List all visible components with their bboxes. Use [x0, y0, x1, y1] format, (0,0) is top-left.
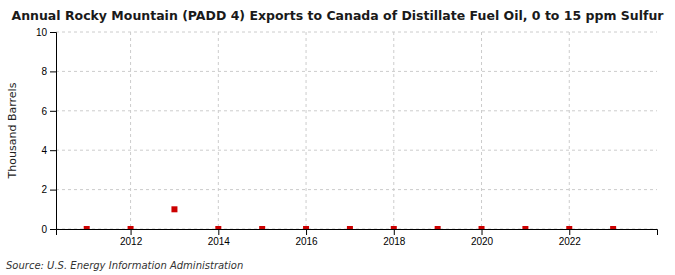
y-tick-label: 8 — [41, 66, 47, 77]
x-tick: 2022 — [559, 229, 582, 247]
y-tick: 8 — [41, 66, 56, 77]
x-tick-mark — [394, 229, 395, 235]
y-axis-line — [50, 33, 57, 230]
y-tick-label: 0 — [41, 224, 47, 235]
y-tick-mark — [50, 190, 56, 191]
y-tick-mark — [50, 71, 56, 72]
x-tick-mark — [482, 229, 483, 235]
x-tick-mark — [218, 229, 219, 235]
x-axis: 2012 2014 2016 2018 2020 2022 — [57, 229, 658, 247]
x-tick-mark — [569, 229, 570, 235]
chart: 2012 2014 2016 2018 2020 2022 0 2 4 6 8 10 Thousand … — [0, 0, 675, 275]
x-tick: 2012 — [120, 229, 143, 247]
y-tick: 10 — [36, 27, 56, 38]
x-tick-label: 2016 — [295, 236, 318, 247]
y-tick: 2 — [41, 184, 56, 195]
x-grid-line — [218, 32, 219, 229]
x-grid-line — [306, 32, 307, 229]
x-tick: 2016 — [295, 229, 318, 247]
y-tick: 6 — [41, 106, 56, 117]
y-tick: 0 — [41, 224, 56, 235]
point — [171, 206, 177, 212]
y-grid-line — [56, 71, 657, 72]
x-tick-label: 2018 — [383, 236, 406, 247]
point — [128, 226, 134, 229]
y-grid-line — [56, 110, 657, 111]
point — [215, 226, 221, 229]
point — [347, 226, 353, 229]
point — [84, 226, 90, 229]
x-tick: 2014 — [208, 229, 231, 247]
x-grid-line — [481, 32, 482, 229]
y-axis-title: Thousand Barrels — [6, 82, 19, 179]
plot-area: 2012 2014 2016 2018 2020 2022 0 2 4 6 8 10 — [36, 27, 658, 247]
x-tick-label: 2012 — [120, 236, 143, 247]
point — [435, 226, 441, 229]
y-tick-label: 2 — [41, 184, 47, 195]
point — [610, 226, 616, 229]
point — [522, 226, 528, 229]
grid — [56, 32, 657, 229]
y-tick-mark — [50, 150, 56, 151]
x-tick-label: 2022 — [559, 236, 582, 247]
y-grid-line — [56, 150, 657, 151]
x-tick-mark — [131, 229, 132, 235]
y-grid-line — [56, 189, 657, 190]
source: Source: U.S. Energy Information Administ… — [6, 260, 243, 271]
y-tick-label: 6 — [41, 106, 47, 117]
y-tick-label: 4 — [41, 145, 47, 156]
x-grid-line — [130, 32, 131, 229]
x-grid-line — [393, 32, 394, 229]
y-axis: 0 2 4 6 8 10 — [36, 27, 57, 235]
x-tick-mark — [306, 229, 307, 235]
y-tick-mark — [50, 111, 56, 112]
point — [479, 226, 485, 229]
point — [259, 226, 265, 229]
point — [566, 226, 572, 229]
y-tick-mark — [50, 32, 56, 33]
points — [84, 206, 616, 229]
x-axis-line — [57, 230, 658, 236]
x-tick-label: 2014 — [208, 236, 231, 247]
x-tick-label: 2020 — [471, 236, 494, 247]
x-tick: 2020 — [471, 229, 494, 247]
y-tick-mark — [50, 229, 56, 230]
point — [303, 226, 309, 229]
x-grid-line — [569, 32, 570, 229]
title: Annual Rocky Mountain (PADD 4) Exports t… — [11, 8, 664, 23]
y-grid-line — [56, 32, 657, 33]
y-tick: 4 — [41, 145, 56, 156]
point — [391, 226, 397, 229]
y-tick-label: 10 — [36, 27, 48, 38]
x-tick: 2018 — [383, 229, 406, 247]
